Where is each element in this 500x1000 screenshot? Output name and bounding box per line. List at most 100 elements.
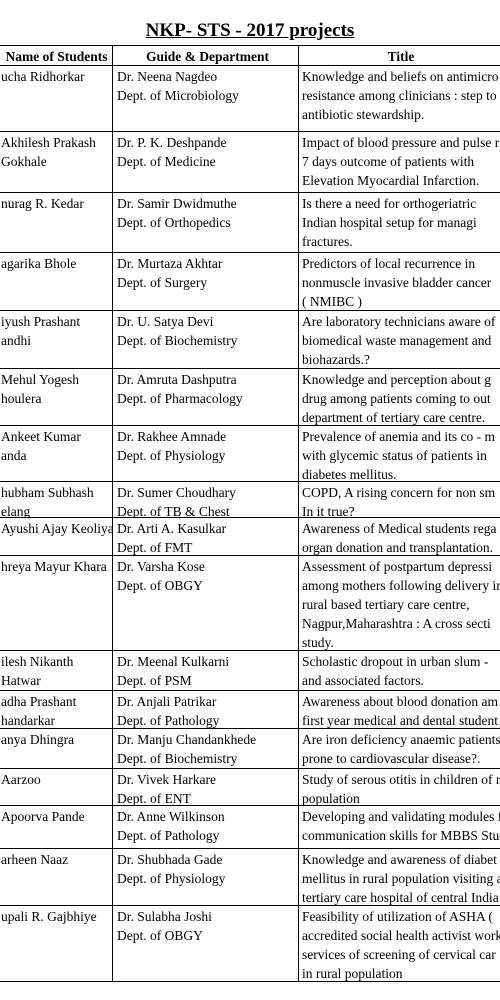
- cell-line: anya Dhingra: [1, 732, 75, 747]
- cell-line: Dept. of Microbiology: [117, 88, 239, 103]
- cell-line: organ donation and transplantation.: [302, 540, 493, 555]
- table-row: hreya Mayur Khara Dr. Varsha Kose Dept. of…: [0, 555, 500, 650]
- cell-line: iyush Prashant: [1, 314, 81, 329]
- cell-line: Nagpur,Maharashtra : A cross secti: [302, 616, 491, 631]
- cell-line: Ankeet Kumar: [1, 429, 81, 444]
- cell-line: ucha Ridhorkar: [1, 69, 85, 84]
- table-row: nurag R. Kedar Dr. Samir Dwidmuthe Dept. o…: [0, 192, 500, 252]
- cell-line: ( NMIBC ): [302, 294, 362, 309]
- project-title: Knowledge and beliefs on antimicro resist…: [298, 66, 500, 131]
- cell-line: antibiotic stewardship.: [302, 107, 425, 122]
- page-title: NKP- STS - 2017 projects: [145, 20, 355, 41]
- cell-line: Dr. Manju Chandankhede: [117, 732, 257, 747]
- table-row: Ankeet Kumar anda Dr. Rakhee Amnade Dept. o…: [0, 425, 500, 481]
- cell-line: Dr. Anne Wilkinson: [117, 809, 225, 824]
- cell-line: Indian hospital setup for managi: [302, 215, 477, 230]
- cell-line: first year medical and dental student: [302, 713, 499, 728]
- table-row: agarika Bhole Dr. Murtaza Akhtar Dept. of …: [0, 252, 500, 310]
- cell-line: hreya Mayur Khara: [1, 559, 107, 574]
- cell-line: ilesh Nikanth: [1, 654, 74, 669]
- student-name: iyush Prashant andhi: [0, 311, 112, 368]
- header-row: Name of Students Guide & Department Title: [0, 45, 500, 65]
- cell-line: drug among patients coming to out: [302, 391, 491, 406]
- cell-line: Dept. of Pharmacology: [117, 391, 243, 406]
- guide-department: Dr. Murtaza Akhtar Dept. of Surgery: [112, 253, 298, 310]
- cell-line: Dept. of ENT: [117, 791, 191, 805]
- cell-line: nurag R. Kedar: [1, 196, 84, 211]
- cell-line: Dr. Arti A. Kasulkar: [117, 521, 227, 536]
- cell-line: communication skills for MBBS Stud: [302, 828, 500, 843]
- cell-line: among mothers following delivery in: [302, 578, 500, 593]
- table-row: Aarzoo Dr. Vivek Harkare Dept. of ENT Study…: [0, 768, 500, 805]
- cell-line: department of tertiary care centre.: [302, 410, 486, 425]
- guide-department: Dr. Neena Nagdeo Dept. of Microbiology: [112, 66, 298, 131]
- cell-line: Dr. Sulabha Joshi: [117, 909, 212, 924]
- cell-line: anda: [1, 448, 27, 463]
- project-title: Prevalence of anemia and its co - m with …: [298, 426, 500, 481]
- project-title: Are laboratory technicians aware of biome…: [298, 311, 500, 368]
- project-title: Awareness of Medical students rega organ …: [298, 518, 500, 555]
- table-bottom-border: [0, 981, 500, 982]
- cell-line: Dr. Rakhee Amnade: [117, 429, 227, 444]
- cell-line: Prevalence of anemia and its co - m: [302, 429, 496, 444]
- cell-line: Dept. of Biochemistry: [117, 751, 238, 766]
- cell-line: with glycemic status of patients in: [302, 448, 487, 463]
- cell-line: Developing and validating modules f: [302, 809, 500, 824]
- student-name: Ayushi Ajay Keoliya: [0, 518, 112, 555]
- cell-line: Dr. Meenal Kulkarni: [117, 654, 230, 669]
- cell-line: Awareness about blood donation am: [302, 694, 498, 709]
- project-title: Knowledge and awareness of diabet mellitu…: [298, 849, 500, 905]
- cell-line: Feasibility of utilization of ASHA (: [302, 909, 493, 924]
- cell-line: Mehul Yogesh: [1, 372, 80, 387]
- cell-line: Elevation Myocardial Infarction.: [302, 173, 480, 188]
- guide-department: Dr. U. Satya Devi Dept. of Biochemistry: [112, 311, 298, 368]
- table-row: adha Prashant handarkar Dr. Anjali Patrika…: [0, 690, 500, 728]
- project-title: Predictors of local recurrence in nonmusc…: [298, 253, 500, 310]
- table-row: Mehul Yogesh houlera Dr. Amruta Dashputra D…: [0, 368, 500, 425]
- cell-line: Dept. of Biochemistry: [117, 333, 238, 348]
- cell-line: Dept. of Orthopedics: [117, 215, 231, 230]
- student-name: Akhilesh Prakash Gokhale: [0, 132, 112, 192]
- cell-line: Dr. Amruta Dashputra: [117, 372, 237, 387]
- cell-line: population: [302, 791, 360, 805]
- cell-line: Predictors of local recurrence in: [302, 256, 476, 271]
- student-name: Mehul Yogesh houlera: [0, 369, 112, 425]
- guide-department: Dr. Sumer Choudhary Dept. of TB & Chest: [112, 482, 298, 517]
- cell-line: Dept. of FMT: [117, 540, 193, 555]
- student-name: ucha Ridhorkar: [0, 66, 112, 131]
- cell-line: Dept. of TB & Chest: [117, 504, 230, 517]
- cell-line: Study of serous otitis in children of r: [302, 772, 500, 787]
- header-cell: Name of Students: [5, 49, 108, 64]
- student-name: upali R. Gajbhiye: [0, 906, 112, 981]
- student-name: ilesh Nikanth Hatwar: [0, 651, 112, 690]
- table-row: Akhilesh Prakash Gokhale Dr. P. K. Deshpan…: [0, 131, 500, 192]
- project-title: Developing and validating modules f commu…: [298, 806, 500, 848]
- project-title: Are iron deficiency anaemic patients pron…: [298, 729, 500, 768]
- cell-line: Dr. P. K. Deshpande: [117, 135, 227, 150]
- student-name: nurag R. Kedar: [0, 193, 112, 252]
- project-title: Scholastic dropout in urban slum - and as…: [298, 651, 500, 690]
- cell-line: accredited social health activist work: [302, 928, 500, 943]
- guide-department: Dr. Varsha Kose Dept. of OBGY: [112, 556, 298, 650]
- table-row: ilesh Nikanth Hatwar Dr. Meenal Kulkarni De…: [0, 650, 500, 690]
- cell-line: Assessment of postpartum depressi: [302, 559, 493, 574]
- cell-line: Dr. Varsha Kose: [117, 559, 205, 574]
- guide-department: Dr. Samir Dwidmuthe Dept. of Orthopedics: [112, 193, 298, 252]
- project-title: Awareness about blood donation am first y…: [298, 691, 500, 728]
- cell-line: upali R. Gajbhiye: [1, 909, 97, 924]
- cell-line: tertiary care hospital of central India: [302, 890, 499, 905]
- cell-line: resistance among clinicians : step to: [302, 88, 497, 103]
- student-name: arheen Naaz: [0, 849, 112, 905]
- header-cell: Title: [298, 46, 500, 65]
- cell-line: Are laboratory technicians aware of: [302, 314, 496, 329]
- guide-department: Dr. Manju Chandankhede Dept. of Biochemis…: [112, 729, 298, 768]
- guide-department: Dr. P. K. Deshpande Dept. of Medicine: [112, 132, 298, 192]
- project-title: Assessment of postpartum depressi among m…: [298, 556, 500, 650]
- student-name: Ankeet Kumar anda: [0, 426, 112, 481]
- cell-line: diabetes mellitus.: [302, 467, 397, 481]
- cell-line: Apoorva Pande: [1, 809, 85, 824]
- cell-line: Dr. Anjali Patrikar: [117, 694, 217, 709]
- header-cell: Guide & Department: [112, 46, 298, 65]
- guide-department: Dr. Arti A. Kasulkar Dept. of FMT: [112, 518, 298, 555]
